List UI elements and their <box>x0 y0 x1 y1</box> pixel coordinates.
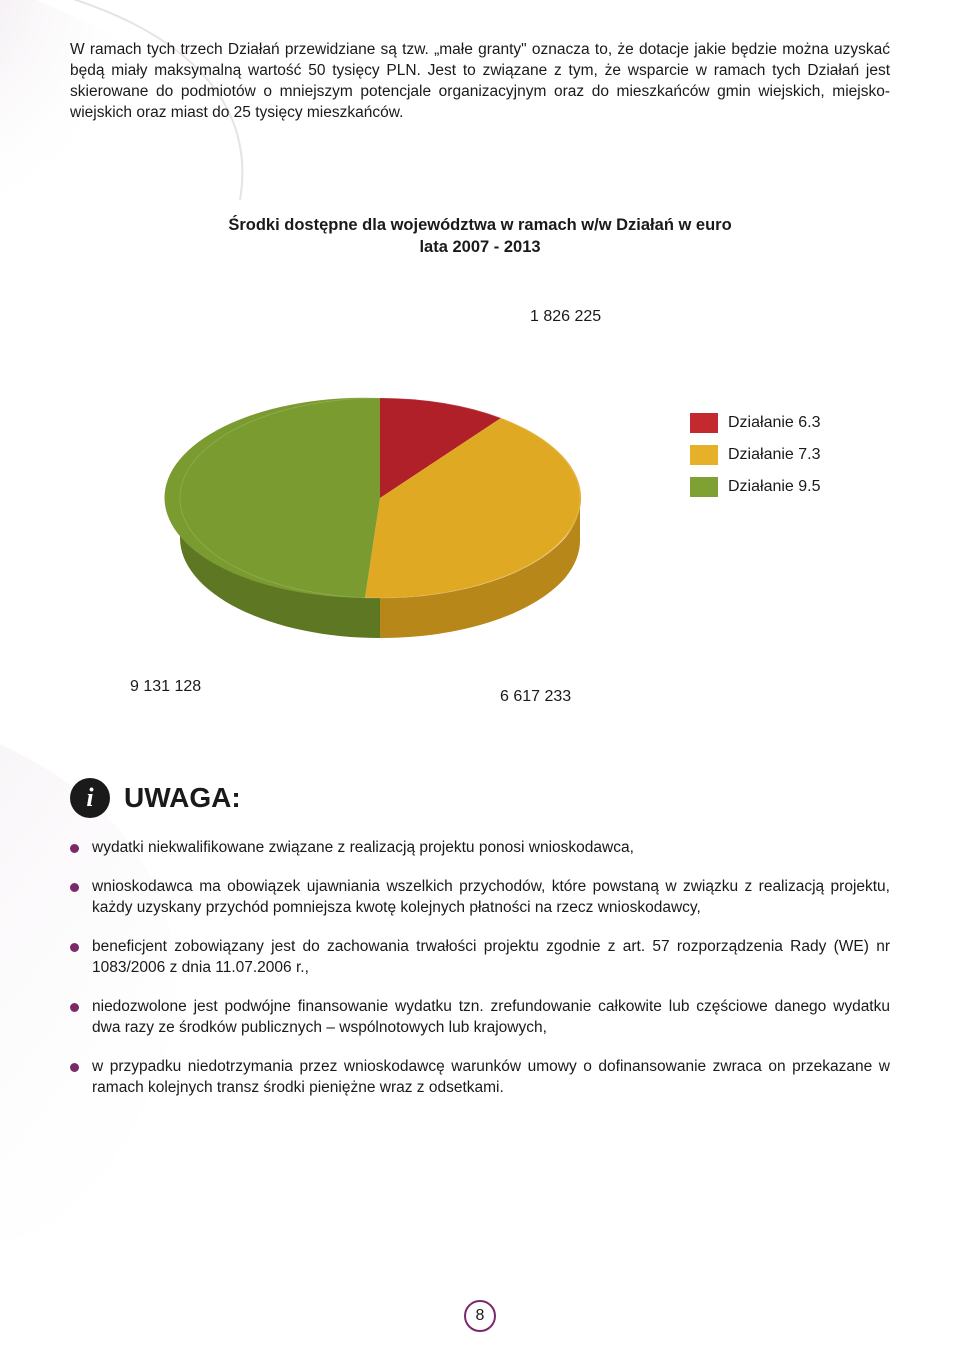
legend-item-7-3: Działanie 7.3 <box>690 445 821 465</box>
page-number: 8 <box>464 1300 496 1332</box>
legend-swatch <box>690 477 718 497</box>
chart-title: Środki dostępne dla województwa w ramach… <box>70 214 890 259</box>
data-label-dzialanie-6-3: 1 826 225 <box>530 308 601 326</box>
data-label-dzialanie-7-3: 6 617 233 <box>500 688 571 706</box>
info-icon: i <box>70 778 110 818</box>
uwaga-bullet: beneficjent zobowiązany jest do zachowan… <box>70 937 890 979</box>
uwaga-bullet-list: wydatki niekwalifikowane związane z real… <box>70 838 890 1098</box>
chart-title-line2: lata 2007 - 2013 <box>419 238 540 256</box>
legend-item-6-3: Działanie 6.3 <box>690 413 821 433</box>
chart-legend: Działanie 6.3 Działanie 7.3 Działanie 9.… <box>690 413 821 509</box>
uwaga-bullet: wnioskodawca ma obowiązek ujawniania wsz… <box>70 877 890 919</box>
uwaga-section: i UWAGA: wydatki niekwalifikowane związa… <box>70 778 890 1098</box>
uwaga-bullet: niedozwolone jest podwójne finansowanie … <box>70 997 890 1039</box>
pie-chart: 1 826 225 <box>70 278 890 708</box>
legend-item-9-5: Działanie 9.5 <box>690 477 821 497</box>
legend-swatch <box>690 445 718 465</box>
uwaga-bullet: wydatki niekwalifikowane związane z real… <box>70 838 890 859</box>
uwaga-bullet: w przypadku niedotrzymania przez wniosko… <box>70 1057 890 1099</box>
legend-label: Działanie 7.3 <box>728 446 821 464</box>
legend-swatch <box>690 413 718 433</box>
chart-title-line1: Środki dostępne dla województwa w ramach… <box>228 216 731 234</box>
pie-graphic <box>160 368 600 663</box>
uwaga-heading: UWAGA: <box>124 782 241 814</box>
legend-label: Działanie 9.5 <box>728 478 821 496</box>
intro-paragraph: W ramach tych trzech Działań przewidzian… <box>70 40 890 124</box>
data-label-dzialanie-9-5: 9 131 128 <box>130 678 201 696</box>
legend-label: Działanie 6.3 <box>728 414 821 432</box>
